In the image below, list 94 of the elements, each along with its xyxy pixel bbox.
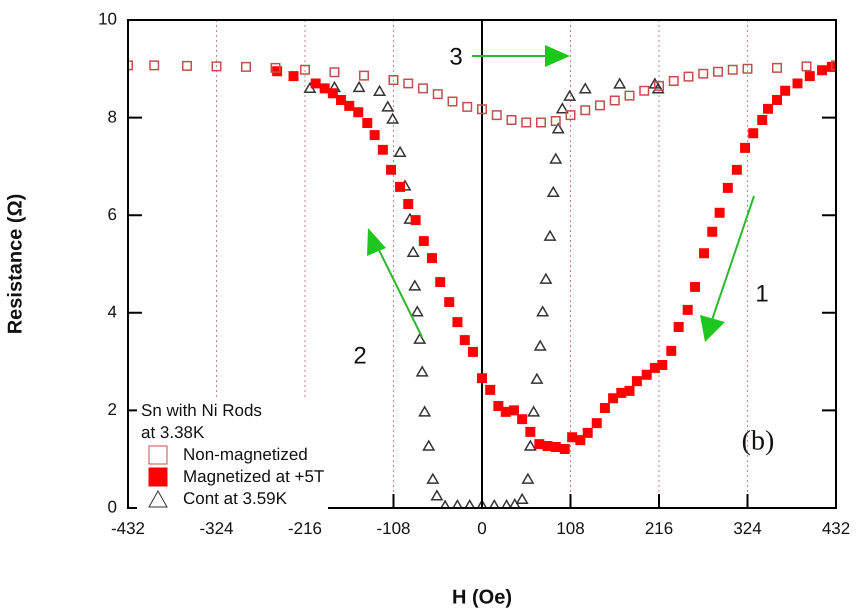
point: [408, 280, 421, 291]
y-tick-label: 0: [108, 498, 117, 517]
point: [492, 110, 502, 120]
x-tick-label: 432: [822, 518, 850, 538]
x-tick-label: 324: [733, 518, 762, 538]
point: [654, 80, 664, 91]
point: [430, 490, 443, 501]
legend-label: Non-magnetized: [183, 444, 308, 466]
point: [556, 103, 568, 114]
point: [610, 96, 620, 106]
annotation: 2: [353, 342, 367, 370]
point: [522, 473, 534, 484]
point: [713, 66, 723, 77]
legend-label: Magnetized at +5T: [183, 466, 324, 488]
point: [270, 62, 280, 73]
annotation: (b): [742, 425, 774, 456]
point: [403, 78, 414, 88]
point: [566, 110, 576, 120]
point: [374, 85, 386, 96]
point: [534, 340, 546, 351]
x-tick-label: 216: [644, 518, 674, 538]
point: [536, 117, 546, 128]
point: [595, 100, 605, 110]
point: [411, 306, 424, 317]
point: [212, 61, 222, 72]
point: [536, 306, 549, 317]
y-axis-title: Resistance (Ω): [4, 194, 27, 334]
point: [580, 105, 590, 116]
point: [639, 86, 650, 96]
x-tick-label: -324: [199, 518, 234, 538]
point: [418, 83, 428, 94]
point: [149, 60, 160, 70]
point: [802, 61, 812, 72]
x-tick-label: 108: [556, 518, 585, 538]
point: [516, 493, 528, 504]
point: [528, 406, 540, 417]
point: [728, 64, 738, 75]
legend-label: Cont at 3.59K: [183, 488, 287, 510]
y-tick-label: 8: [108, 107, 117, 126]
y-tick-label: 10: [98, 10, 117, 29]
y-tick-label: 4: [108, 302, 117, 322]
point: [544, 230, 556, 241]
point: [564, 90, 576, 101]
point: [540, 273, 552, 284]
point: [414, 333, 426, 344]
x-tick-label: -108: [376, 518, 411, 538]
annotation: 3: [449, 44, 463, 71]
point: [698, 68, 708, 79]
point: [426, 473, 439, 484]
point: [386, 113, 399, 124]
legend-title: Sn with Ni Rods at 3.38K: [141, 400, 263, 444]
point: [648, 78, 661, 89]
point: [524, 440, 536, 451]
point: [359, 70, 369, 81]
point: [550, 153, 562, 164]
point: [652, 83, 664, 94]
point: [241, 62, 251, 72]
point: [462, 102, 472, 112]
point: [182, 60, 192, 71]
point: [422, 440, 435, 451]
point: [304, 82, 316, 94]
point: [300, 64, 310, 75]
point: [550, 116, 561, 126]
point: [432, 89, 443, 100]
point: [477, 104, 487, 114]
annotation: 1: [755, 280, 769, 308]
point: [579, 83, 592, 94]
point: [521, 117, 532, 128]
point: [382, 101, 394, 112]
point: [552, 123, 564, 134]
point: [388, 75, 398, 86]
point: [506, 115, 516, 126]
point: [448, 96, 458, 106]
x-tick-label: 0: [477, 518, 487, 538]
point: [418, 406, 431, 417]
point: [407, 246, 420, 258]
point: [624, 90, 634, 101]
point: [353, 82, 366, 92]
y-tick-label: 6: [108, 204, 117, 224]
point: [328, 82, 340, 92]
point: [330, 67, 340, 78]
x-tick-label: -432: [110, 518, 146, 538]
x-axis-title: H (Oe): [452, 586, 512, 609]
point: [416, 366, 428, 377]
point: [394, 146, 406, 157]
point: [668, 76, 679, 86]
point: [742, 64, 752, 74]
x-tick-label: -216: [288, 518, 322, 538]
point: [772, 62, 782, 73]
y-tick-label: 2: [108, 400, 117, 420]
point: [547, 186, 560, 197]
point: [614, 78, 626, 89]
point: [530, 373, 543, 384]
point: [684, 72, 694, 82]
